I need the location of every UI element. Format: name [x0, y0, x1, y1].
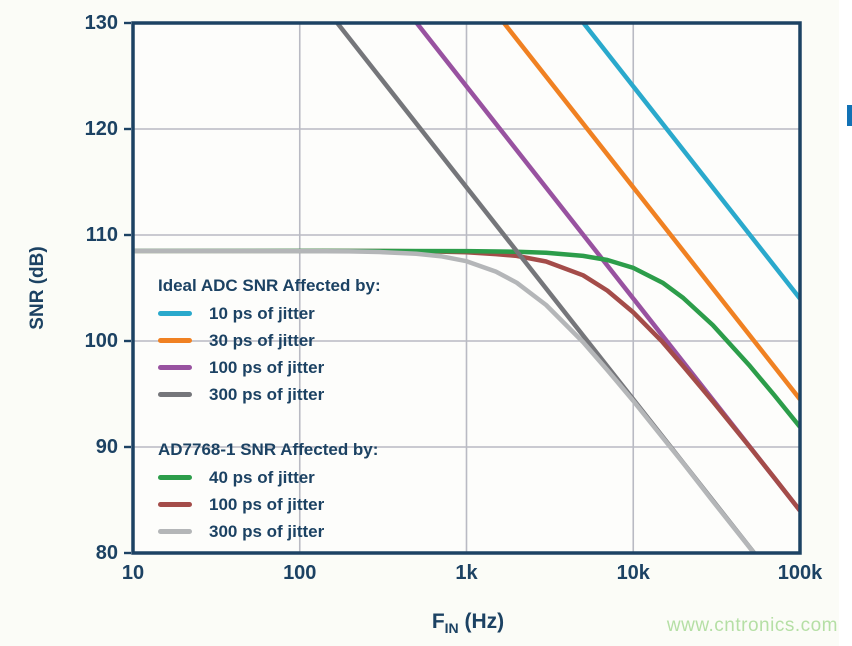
legend-item-label: 100 ps of jitter	[209, 357, 325, 377]
legend-swatch-icon	[158, 502, 192, 507]
legend-item-label: 100 ps of jitter	[209, 494, 325, 514]
legend-item-label: 300 ps of jitter	[209, 521, 325, 541]
y-axis-title: SNR (dB)	[27, 213, 49, 363]
legend-item: 100 ps of jitter	[158, 354, 381, 381]
legend-item: 30 ps of jitter	[158, 327, 381, 354]
legend-item: 10 ps of jitter	[158, 300, 381, 327]
watermark: www.cntronics.com	[666, 615, 838, 636]
legend-group-2: AD7768-1 SNR Affected by: 40 ps of jitter…	[158, 440, 378, 545]
series-line-ideal-10ps-jitter	[581, 23, 800, 300]
legend-item: 100 ps of jitter	[158, 491, 378, 518]
legend-group-1: Ideal ADC SNR Affected by: 10 ps of jitte…	[158, 276, 381, 408]
legend-item: 300 ps of jitter	[158, 381, 381, 408]
series-line-ad7768-1-40ps-jitter	[133, 248, 800, 429]
legend-item: 40 ps of jitter	[158, 464, 378, 491]
legend-item-label: 300 ps of jitter	[209, 384, 325, 404]
y-axis-title-text: SNR (dB)	[27, 246, 48, 330]
legend-swatch-icon	[158, 529, 192, 534]
x-tick-label: 100	[283, 562, 317, 584]
right-edge-strip	[839, 0, 852, 646]
x-tick-label: 1k	[455, 562, 478, 584]
legend-swatch-icon	[158, 311, 192, 316]
y-tick-label: 120	[84, 118, 118, 140]
legend-swatch-icon	[158, 392, 192, 397]
y-tick-label: 100	[84, 330, 118, 352]
series-line-ideal-30ps-jitter	[502, 23, 800, 401]
legend-swatch-icon	[158, 338, 192, 343]
legend-item-label: 10 ps of jitter	[209, 303, 315, 323]
legend-swatch-icon	[158, 365, 192, 370]
legend-item-label: 40 ps of jitter	[209, 467, 315, 487]
x-axis-title: FIN (Hz)	[388, 610, 548, 636]
y-tick-label: 90	[95, 436, 118, 458]
x-axis-title-main: F	[431, 610, 445, 633]
legend-item-label: 30 ps of jitter	[209, 330, 315, 350]
x-tick-label: 100k	[777, 562, 823, 584]
y-tick-label: 130	[84, 12, 118, 34]
x-tick-label: 10	[121, 562, 145, 584]
legend-item: 300 ps of jitter	[158, 518, 378, 545]
x-axis-title-subscript: IN	[444, 620, 459, 637]
legend-group-header: AD7768-1 SNR Affected by:	[158, 440, 379, 459]
y-tick-label: 110	[85, 224, 118, 246]
y-tick-label: 80	[95, 542, 118, 564]
legend-group-header: Ideal ADC SNR Affected by:	[158, 276, 381, 295]
series-line-ad7768-1-300ps-jitter	[133, 248, 757, 553]
x-tick-label: 10k	[616, 562, 650, 584]
legend-swatch-icon	[158, 475, 192, 480]
scrollbar-thumb[interactable]	[847, 105, 852, 126]
x-axis-title-units: (Hz)	[458, 610, 505, 633]
axis-border	[131, 21, 802, 555]
